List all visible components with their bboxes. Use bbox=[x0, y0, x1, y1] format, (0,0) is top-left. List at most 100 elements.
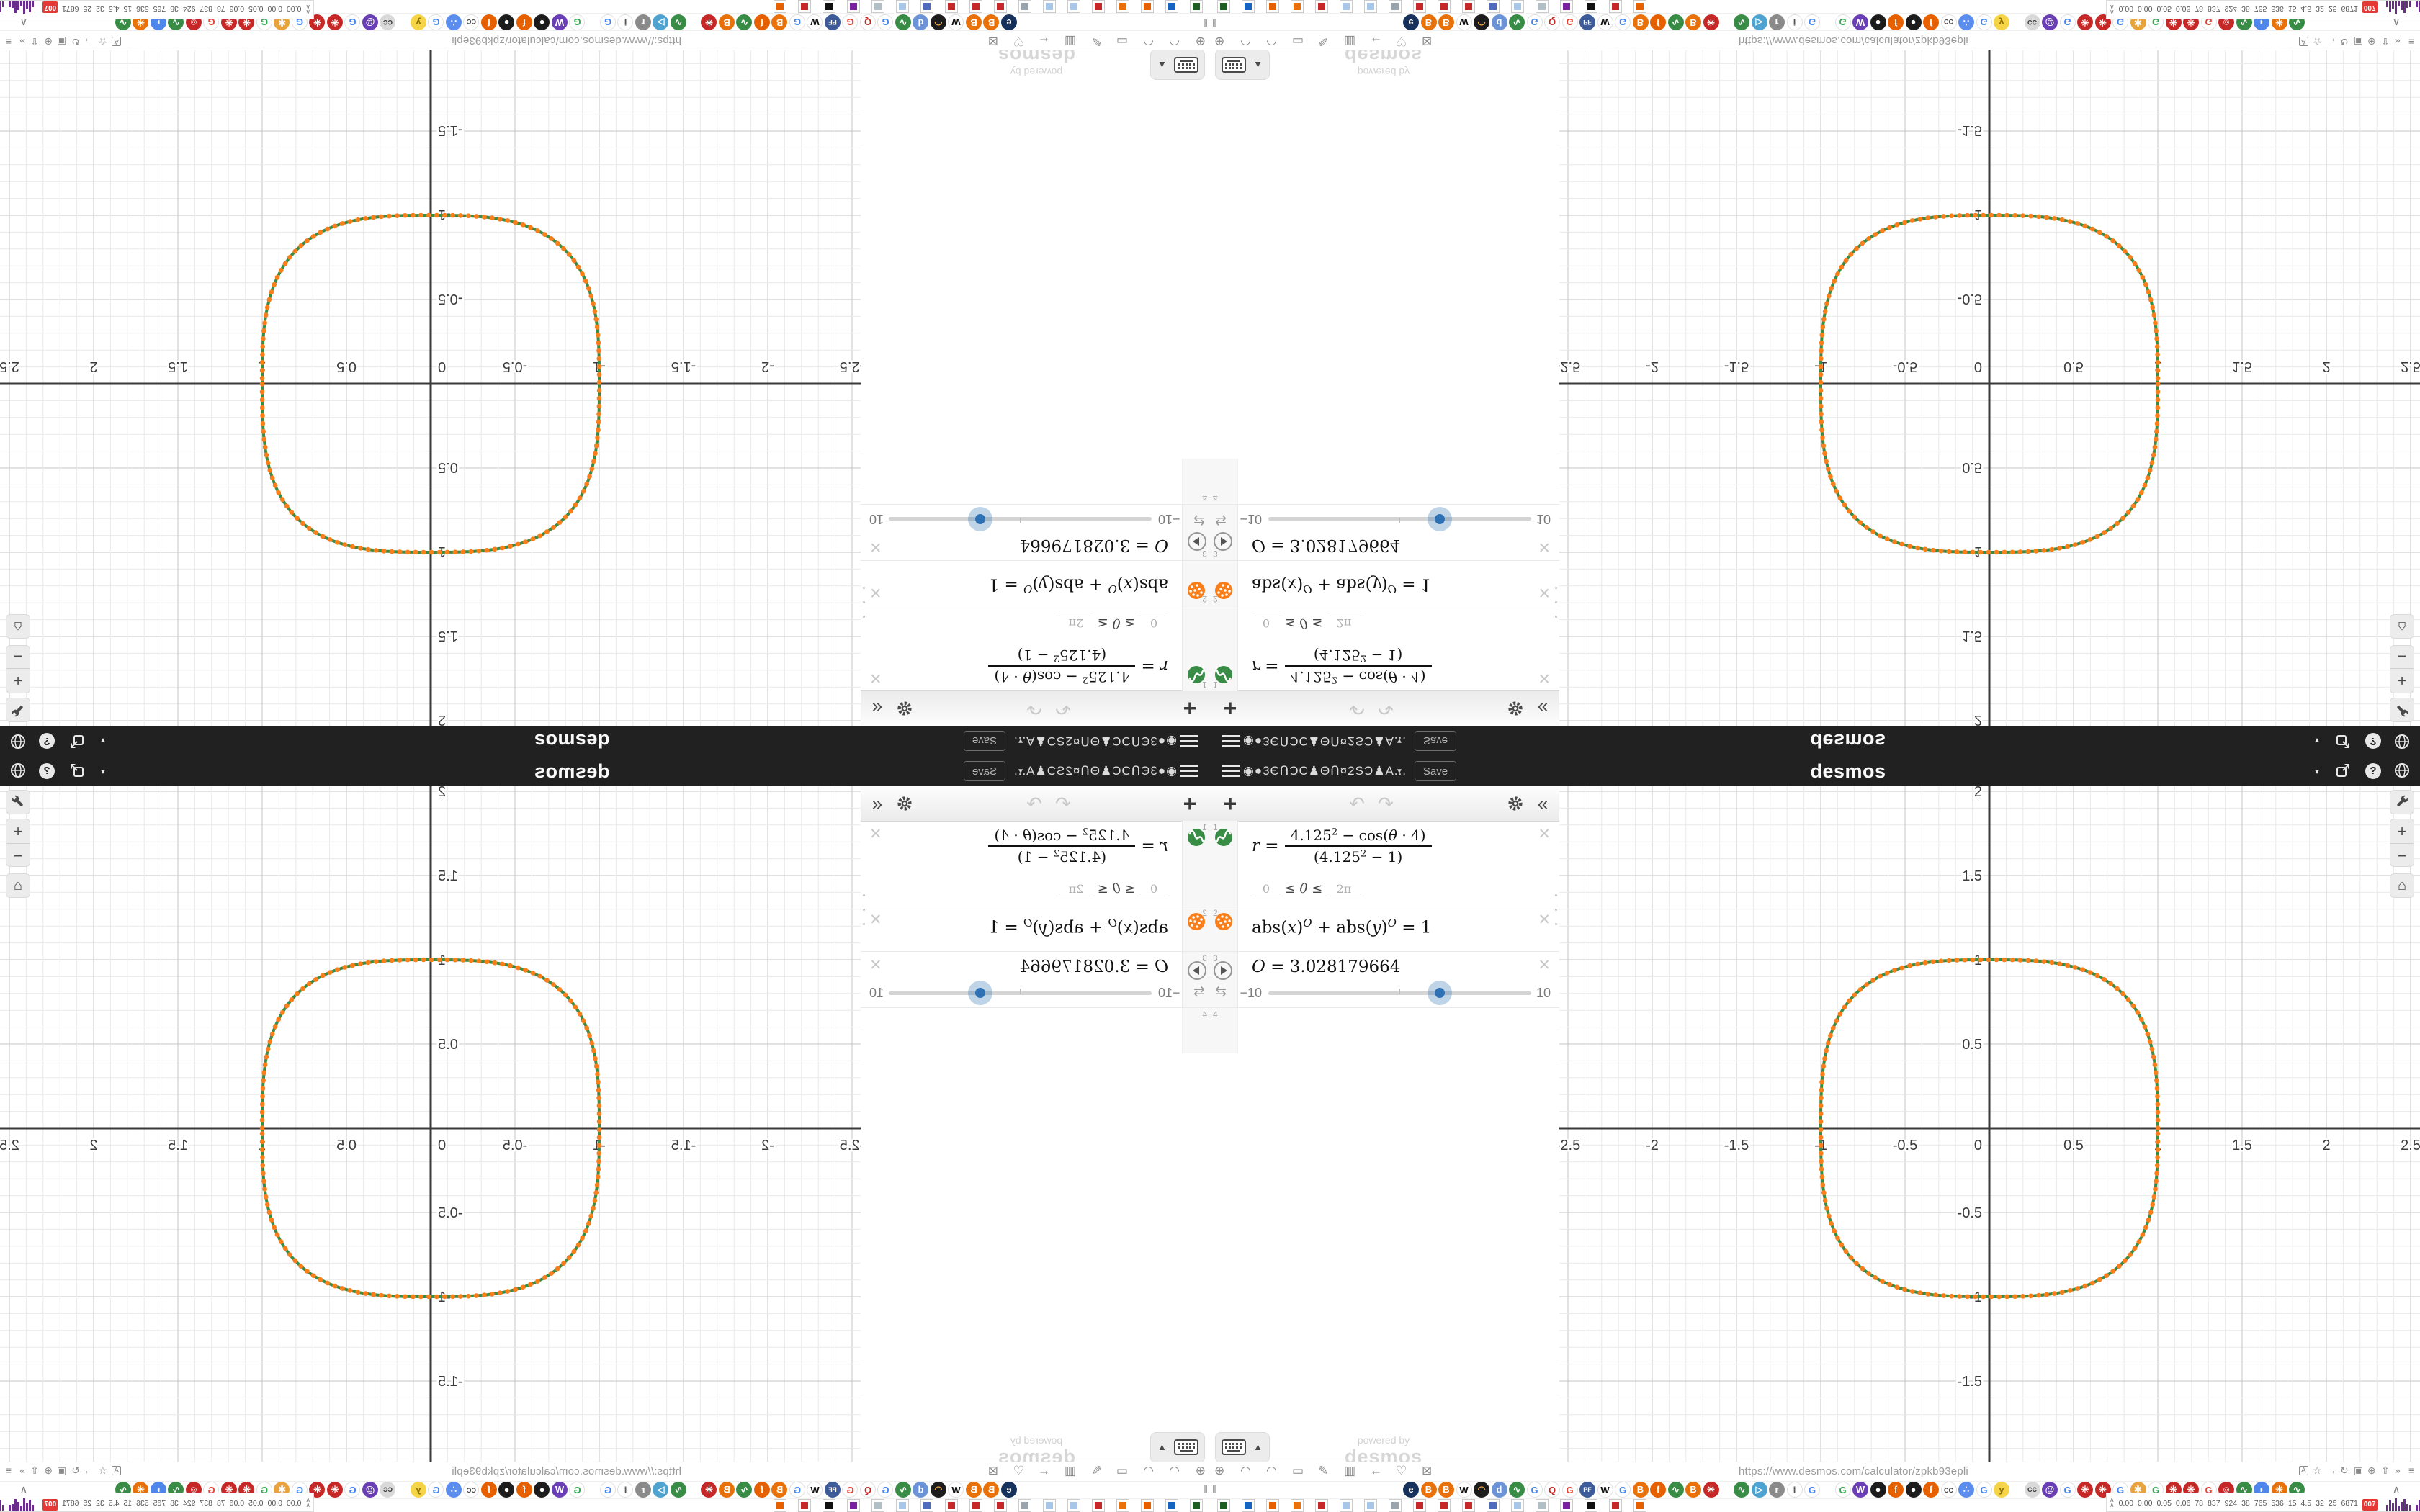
toolbar-icon[interactable]: ▥ bbox=[1344, 35, 1356, 48]
app-shortcut-icon[interactable] bbox=[1217, 0, 1230, 13]
app-shortcut-icon[interactable] bbox=[1043, 0, 1056, 13]
slider-min-label[interactable]: −10 bbox=[1158, 986, 1180, 1000]
toolbar-icon[interactable]: ← bbox=[1038, 35, 1050, 48]
app-shortcut-icon[interactable] bbox=[896, 0, 909, 13]
zoom-out-button[interactable]: − bbox=[13, 647, 23, 665]
save-button[interactable]: Save bbox=[964, 731, 1005, 751]
toolbar-icon[interactable]: ✎ bbox=[1318, 35, 1329, 48]
app-shortcut-icon[interactable] bbox=[1609, 1499, 1622, 1512]
title-dropdown-icon[interactable]: ▼ bbox=[1396, 768, 1403, 775]
app-shortcut-icon[interactable] bbox=[1389, 0, 1402, 13]
expression-latex[interactable]: abs(x)O + abs(y)O = 1 bbox=[1252, 917, 1432, 937]
bookmark-favicon[interactable]: G bbox=[789, 1482, 805, 1498]
app-shortcut-icon[interactable] bbox=[871, 1499, 884, 1512]
graph-settings-wrench-button[interactable] bbox=[6, 698, 30, 722]
bookmark-favicon[interactable]: ▷ bbox=[653, 1482, 669, 1498]
add-expression-button[interactable]: + bbox=[1223, 696, 1237, 721]
bookmark-favicon[interactable]: B bbox=[1685, 1482, 1701, 1498]
app-shortcut-icon[interactable] bbox=[774, 0, 786, 13]
urlbar-action-icon[interactable]: → bbox=[2326, 36, 2336, 48]
zoom-out-button[interactable]: − bbox=[13, 847, 23, 865]
bookmark-favicon[interactable]: ∿ bbox=[1667, 14, 1684, 30]
expression-row-slider[interactable]: 3 ⇆ O = 3.028179664 −10 10 ✕ bbox=[861, 504, 1210, 560]
urlbar-action-icon[interactable]: ↻ bbox=[71, 36, 80, 48]
menu-icon[interactable] bbox=[1222, 734, 1240, 747]
bookmark-favicon[interactable]: G bbox=[1976, 14, 1992, 30]
app-shortcut-icon[interactable] bbox=[1560, 1499, 1573, 1512]
zoom-out-button[interactable]: − bbox=[2397, 847, 2407, 865]
bookmark-favicon[interactable]: B bbox=[1438, 1482, 1454, 1498]
graph-settings-wrench-button[interactable] bbox=[2390, 790, 2414, 814]
bookmark-favicon[interactable]: G bbox=[1526, 1482, 1543, 1498]
expression-latex[interactable]: r = 4.1252 − cos(θ · 4) (4.1252 − 1) bbox=[1252, 647, 1432, 685]
toolbar-icon[interactable]: ▥ bbox=[1064, 1464, 1076, 1477]
bookmark-favicon[interactable]: ✳ bbox=[2077, 14, 2093, 30]
urlbar-action-icon[interactable]: ⊕ bbox=[44, 36, 53, 48]
settings-gear-icon[interactable] bbox=[1504, 691, 1527, 726]
toolbar-icon[interactable]: ▥ bbox=[1064, 35, 1076, 48]
bookmark-favicon[interactable]: f bbox=[1923, 1482, 1939, 1498]
bookmark-favicon[interactable]: W bbox=[1852, 1482, 1868, 1498]
expression-latex[interactable]: r = 4.1252 − cos(θ · 4) (4.1252 − 1) bbox=[1252, 827, 1432, 865]
theta-domain[interactable]: 0 ≤ θ ≤ 2π bbox=[1059, 616, 1168, 631]
toolbar-icon[interactable]: ◠ bbox=[1143, 1464, 1154, 1477]
bookmark-favicon[interactable]: G bbox=[1561, 1482, 1578, 1498]
app-shortcut-icon[interactable] bbox=[1462, 0, 1475, 13]
app-shortcut-icon[interactable] bbox=[1413, 0, 1426, 13]
default-viewport-home-button[interactable]: ⌂ bbox=[2390, 873, 2414, 898]
bookmark-favicon[interactable]: ✳ bbox=[1703, 1482, 1719, 1498]
expression-row-empty[interactable]: 4 bbox=[861, 459, 1210, 504]
slider-loop-icon[interactable]: ⇆ bbox=[1215, 984, 1227, 999]
share-icon[interactable] bbox=[68, 732, 86, 750]
app-shortcut-icon[interactable] bbox=[1092, 0, 1105, 13]
undo-icon[interactable]: ↶ bbox=[1055, 793, 1071, 814]
bookmark-favicon[interactable]: ∿ bbox=[1734, 14, 1749, 30]
bookmark-favicon[interactable]: ✳ bbox=[701, 1482, 717, 1498]
redo-icon[interactable]: ↷ bbox=[1378, 793, 1394, 814]
bookmark-favicon[interactable]: B bbox=[983, 14, 1000, 30]
slider-knob[interactable] bbox=[1427, 507, 1452, 531]
bookmark-favicon[interactable]: f bbox=[754, 14, 770, 30]
graph-paper[interactable]: -2.5-2-1.5-1-0.500.511.522.5-1.5-1-0.50.… bbox=[1559, 786, 2420, 1462]
app-shortcut-icon[interactable] bbox=[1242, 0, 1255, 13]
theta-domain[interactable]: 0 ≤ θ ≤ 2π bbox=[1252, 881, 1361, 896]
toolbar-icon[interactable]: ▭ bbox=[1292, 1464, 1304, 1477]
expression-latex[interactable]: O = 3.028179664 bbox=[1252, 536, 1401, 554]
urlbar-action-icon[interactable]: ≡ bbox=[5, 36, 12, 48]
redo-icon[interactable]: ↷ bbox=[1378, 698, 1394, 719]
app-shortcut-icon[interactable] bbox=[847, 0, 860, 13]
graph-paper[interactable]: -2.5-2-1.5-1-0.500.511.522.5-1.5-1-0.50.… bbox=[1559, 50, 2420, 726]
toolbar-icon[interactable]: ⊠ bbox=[1422, 1464, 1433, 1477]
expression-row-empty[interactable]: 4 bbox=[1210, 1008, 1559, 1053]
bookmark-favicon[interactable]: B bbox=[1438, 14, 1454, 30]
curve-style-icon-green[interactable] bbox=[1187, 665, 1206, 684]
urlbar-action-icon[interactable]: ↻ bbox=[71, 1464, 80, 1476]
theta-domain[interactable]: 0 ≤ θ ≤ 2π bbox=[1252, 616, 1361, 631]
app-shortcut-icon[interactable] bbox=[994, 1499, 1007, 1512]
panel-resize-grip[interactable] bbox=[863, 575, 865, 618]
toolbar-icon[interactable]: ◠ bbox=[1169, 1464, 1180, 1477]
bookmark-favicon[interactable]: d bbox=[913, 1482, 929, 1498]
toolbar-icon[interactable]: ⊠ bbox=[1422, 35, 1433, 48]
bookmark-favicon[interactable]: PF bbox=[1579, 14, 1595, 30]
urlbar-action-icon[interactable]: ⊕ bbox=[44, 1464, 53, 1476]
bookmark-favicon[interactable]: f bbox=[516, 14, 532, 30]
curve-style-icon-green[interactable] bbox=[1187, 828, 1206, 847]
toolbar-icon[interactable]: ◠ bbox=[1169, 35, 1180, 48]
bookmark-favicon[interactable]: PF bbox=[825, 1482, 841, 1498]
bookmark-favicon[interactable]: f bbox=[754, 1482, 770, 1498]
toolbar-icon[interactable]: ✎ bbox=[1318, 1464, 1329, 1477]
help-icon[interactable]: ? bbox=[2364, 732, 2383, 750]
bookmark-favicon[interactable]: CC bbox=[2024, 14, 2040, 30]
toolbar-icon[interactable]: ✎ bbox=[1091, 35, 1102, 48]
bookmark-favicon[interactable]: @ bbox=[2042, 1482, 2058, 1498]
bookmark-favicon[interactable]: B bbox=[1632, 14, 1649, 30]
slider-knob[interactable] bbox=[968, 981, 993, 1005]
app-shortcut-icon[interactable] bbox=[1242, 1499, 1255, 1512]
bookmark-favicon[interactable]: CC bbox=[380, 1482, 396, 1498]
toolbar-icon[interactable]: ▭ bbox=[1116, 1464, 1128, 1477]
bookmark-favicon[interactable]: W bbox=[552, 1482, 568, 1498]
urlbar-action-icon[interactable]: ▣ bbox=[56, 36, 66, 48]
app-shortcut-icon[interactable] bbox=[1487, 1499, 1500, 1512]
share-icon[interactable] bbox=[2334, 732, 2352, 750]
